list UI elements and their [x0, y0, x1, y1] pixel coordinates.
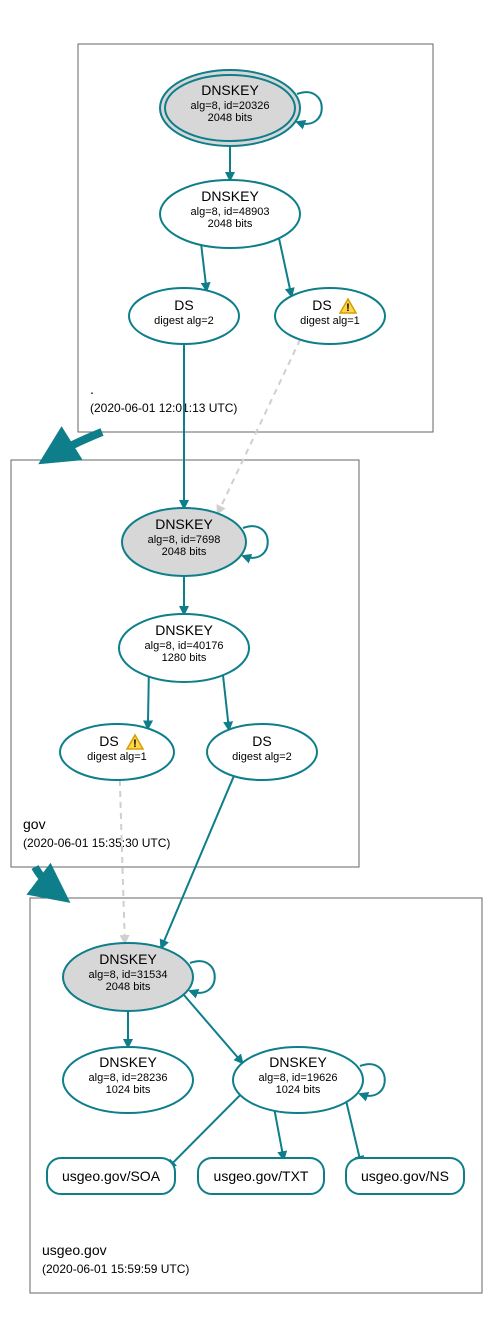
- zone-arrow-1: [35, 867, 64, 898]
- node-root_zsk-line1: alg=8, id=48903: [191, 206, 270, 218]
- node-root_ksk: DNSKEY alg=8, id=203262048 bits: [160, 70, 322, 146]
- node-gov_ds1: DS digest alg=1!: [60, 724, 174, 780]
- node-root_ds1-line0: DS: [312, 297, 331, 313]
- zone-label-root: .: [90, 381, 94, 397]
- node-usgeo_zsk1-line0: DNSKEY: [99, 1054, 157, 1070]
- edge-usgeo_ksk-usgeo_zsk2: [184, 995, 243, 1063]
- node-rr_ns: usgeo.gov/NS: [346, 1158, 464, 1194]
- edge-gov_ds2-usgeo_ksk: [161, 776, 234, 948]
- zone-timestamp-usgeo: (2020-06-01 15:59:59 UTC): [42, 1262, 189, 1276]
- node-root_ksk-line2: 2048 bits: [208, 112, 253, 124]
- node-usgeo_ksk-line0: DNSKEY: [99, 951, 157, 967]
- edge-usgeo_zsk2-rr_soa: [168, 1095, 240, 1168]
- node-root_ds1-line1: digest alg=1: [300, 315, 360, 327]
- node-rr_txt-label: usgeo.gov/TXT: [214, 1168, 309, 1184]
- node-root_zsk: DNSKEY alg=8, id=489032048 bits: [160, 180, 300, 248]
- node-usgeo_zsk1-line1: alg=8, id=28236: [89, 1072, 168, 1084]
- node-usgeo_zsk1: DNSKEY alg=8, id=282361024 bits: [63, 1047, 193, 1113]
- node-rr_soa: usgeo.gov/SOA: [47, 1158, 175, 1194]
- node-gov_ds2-line0: DS: [252, 733, 271, 749]
- edge-usgeo_zsk2-rr_txt: [275, 1111, 284, 1159]
- node-usgeo_ksk-line1: alg=8, id=31534: [89, 969, 168, 981]
- zone-timestamp-gov: (2020-06-01 15:35:30 UTC): [23, 836, 170, 850]
- node-usgeo_zsk2-line2: 1024 bits: [276, 1084, 321, 1096]
- node-gov_ksk-line1: alg=8, id=7698: [148, 534, 221, 546]
- dnssec-diagram: . (2020-06-01 12:01:13 UTC) gov (2020-06-01…: [0, 0, 501, 1320]
- zone-label-gov: gov: [23, 816, 46, 832]
- node-gov_ksk: DNSKEY alg=8, id=76982048 bits: [122, 508, 268, 576]
- zone-arrow-0: [45, 432, 102, 460]
- edge-root_ds1-gov_ksk: [218, 340, 301, 514]
- edge-gov_zsk-gov_ds2: [223, 675, 229, 729]
- warning-icon-bang: !: [133, 738, 137, 750]
- node-usgeo_zsk1-line2: 1024 bits: [106, 1084, 151, 1096]
- node-usgeo_zsk2: DNSKEY alg=8, id=196261024 bits: [233, 1047, 385, 1113]
- node-root_ds2-line1: digest alg=2: [154, 315, 214, 327]
- zone-label-usgeo: usgeo.gov: [42, 1242, 107, 1258]
- edge-root_zsk-root_ds2: [201, 245, 206, 290]
- node-usgeo_zsk2-line1: alg=8, id=19626: [259, 1072, 338, 1084]
- node-gov_zsk: DNSKEY alg=8, id=401761280 bits: [119, 614, 249, 682]
- node-gov_zsk-line0: DNSKEY: [155, 622, 213, 638]
- node-usgeo_zsk2-line0: DNSKEY: [269, 1054, 327, 1070]
- node-usgeo_ksk-line2: 2048 bits: [106, 981, 151, 993]
- node-root_ksk-line0: DNSKEY: [201, 82, 259, 98]
- node-root_ds2: DS digest alg=2: [129, 288, 239, 344]
- node-rr_soa-label: usgeo.gov/SOA: [62, 1168, 161, 1184]
- node-root_zsk-line2: 2048 bits: [208, 218, 253, 230]
- node-gov_ksk-line0: DNSKEY: [155, 516, 213, 532]
- node-root_zsk-line0: DNSKEY: [201, 188, 259, 204]
- edge-root_zsk-root_ds1: [279, 238, 291, 296]
- node-gov_zsk-line2: 1280 bits: [162, 652, 207, 664]
- node-rr_txt: usgeo.gov/TXT: [198, 1158, 324, 1194]
- node-usgeo_ksk: DNSKEY alg=8, id=315342048 bits: [63, 943, 215, 1011]
- node-gov_ds1-line0: DS: [99, 733, 118, 749]
- node-root_ds1: DS digest alg=1!: [275, 288, 385, 344]
- node-root_ksk-line1: alg=8, id=20326: [191, 100, 270, 112]
- node-rr_ns-label: usgeo.gov/NS: [361, 1168, 449, 1184]
- node-root_ds2-line0: DS: [174, 297, 193, 313]
- node-gov_ds2: DS digest alg=2: [207, 724, 317, 780]
- zone-timestamp-root: (2020-06-01 12:01:13 UTC): [90, 401, 237, 415]
- node-gov_ksk-line2: 2048 bits: [162, 546, 207, 558]
- node-gov_ds2-line1: digest alg=2: [232, 751, 292, 763]
- edge-gov_ds1-usgeo_ksk: [120, 780, 125, 943]
- edge-gov_zsk-gov_ds1: [148, 677, 149, 729]
- edge-usgeo_zsk2-rr_ns: [346, 1102, 361, 1164]
- node-gov_zsk-line1: alg=8, id=40176: [145, 640, 224, 652]
- warning-icon-bang: !: [346, 302, 350, 314]
- node-gov_ds1-line1: digest alg=1: [87, 751, 147, 763]
